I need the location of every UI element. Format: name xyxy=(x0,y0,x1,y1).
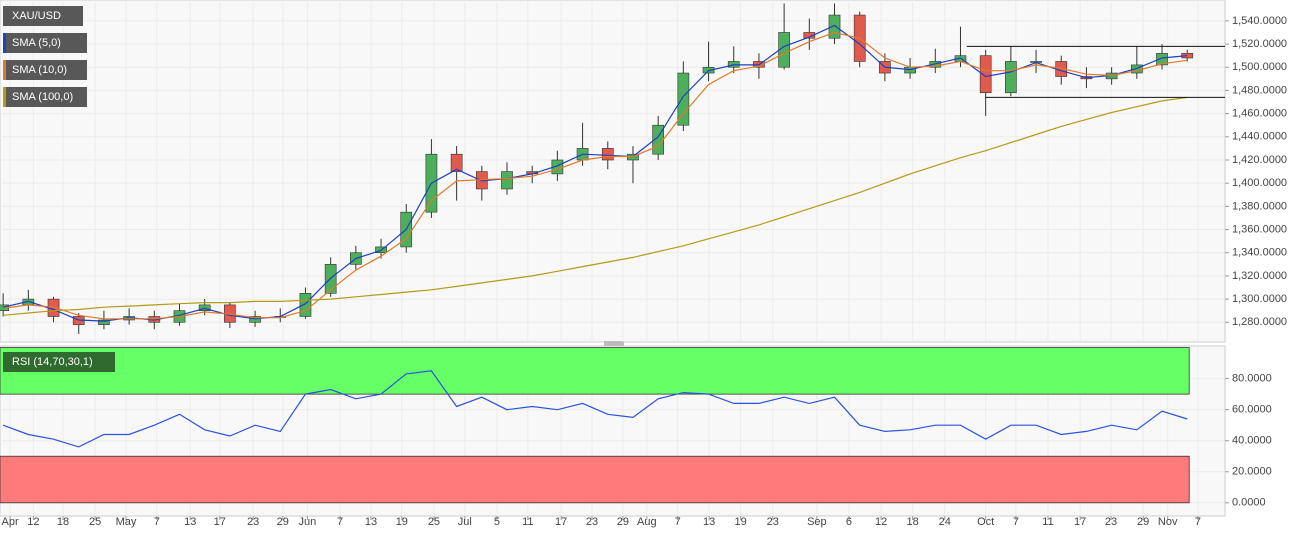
x-tick-label: 29 xyxy=(1137,516,1149,528)
x-tick-label: Sep xyxy=(807,516,827,528)
legend-entry[interactable]: XAU/USD xyxy=(3,6,83,26)
candle-body xyxy=(299,293,312,317)
indicator-line xyxy=(3,96,1188,316)
y-tick-label: 1,280.0000 xyxy=(1232,316,1287,328)
y-tick-label: 1,540.0000 xyxy=(1232,15,1287,27)
legend-entry[interactable]: SMA (5,0) xyxy=(3,33,87,53)
legend-box xyxy=(3,87,87,107)
x-tick-label: 6 xyxy=(846,516,852,528)
candle-body xyxy=(601,148,614,161)
legend-swatch xyxy=(3,87,6,107)
candle-body xyxy=(450,153,463,172)
y-tick-label: 1,480.0000 xyxy=(1232,84,1287,96)
candle-body xyxy=(1005,61,1017,94)
x-tick-label: 7 xyxy=(1013,516,1019,528)
y-tick-label: 1,460.0000 xyxy=(1232,108,1287,120)
legend-label: SMA (10,0) xyxy=(12,64,67,76)
x-tick-label: 23 xyxy=(247,516,259,528)
legend-box xyxy=(3,33,87,53)
candle-body xyxy=(677,72,690,126)
y-tick-label: 1,420.0000 xyxy=(1232,154,1287,166)
legend-entry[interactable]: SMA (100,0) xyxy=(3,87,87,107)
legend-label: RSI (14,70,30,1) xyxy=(12,356,93,368)
y-tick-label: 80.0000 xyxy=(1232,373,1272,385)
x-tick-label: 18 xyxy=(57,516,69,528)
legend-box xyxy=(3,352,115,372)
x-tick-label: Jul xyxy=(458,516,472,528)
legend-box xyxy=(3,60,87,80)
x-tick-label: 13 xyxy=(365,516,377,528)
x-tick-label: 11 xyxy=(522,516,533,528)
x-tick-label: 12 xyxy=(875,516,887,528)
candle-body xyxy=(803,32,816,39)
candle-body xyxy=(98,319,110,325)
x-tick-label: 12 xyxy=(27,516,39,528)
y-tick-label: 1,300.0000 xyxy=(1232,293,1287,305)
y-tick-label: 20.0000 xyxy=(1232,466,1272,478)
y-tick-label: 1,340.0000 xyxy=(1232,247,1287,259)
y-tick-label: 60.0000 xyxy=(1232,404,1272,416)
x-tick-label: 25 xyxy=(89,516,101,528)
x-tick-label: May xyxy=(116,516,137,528)
x-tick-label: 5 xyxy=(494,516,500,528)
candle-body xyxy=(828,14,841,39)
y-tick-label: 1,440.0000 xyxy=(1232,131,1287,143)
x-tick-label: 17 xyxy=(555,516,567,528)
x-tick-label: 23 xyxy=(586,516,598,528)
x-tick-label: 24 xyxy=(939,516,951,528)
legend-swatch xyxy=(3,60,6,80)
indicator-line xyxy=(2,24,1188,322)
candle-body xyxy=(1156,53,1168,66)
x-tick-label: 19 xyxy=(735,516,747,528)
x-tick-label: 17 xyxy=(1074,516,1086,528)
y-tick-label: 40.0000 xyxy=(1232,435,1272,447)
y-tick-label: 1,380.0000 xyxy=(1232,200,1287,212)
indicator-line xyxy=(3,31,1188,320)
x-tick-label: 29 xyxy=(277,516,289,528)
pane-splitter[interactable] xyxy=(604,341,624,346)
y-tick-label: 1,360.0000 xyxy=(1232,223,1287,235)
x-tick-label: Aug xyxy=(637,516,657,528)
x-tick-label: Nov xyxy=(1158,516,1178,528)
legend-label: SMA (5,0) xyxy=(12,37,61,49)
x-tick-label: 25 xyxy=(428,516,440,528)
legend-box xyxy=(3,6,83,26)
legend-entry[interactable]: RSI (14,70,30,1) xyxy=(3,352,115,372)
x-tick-label: 7 xyxy=(154,516,160,528)
x-tick-label: 29 xyxy=(617,516,629,528)
y-tick-label: 1,500.0000 xyxy=(1232,61,1287,73)
y-tick-label: 0.0000 xyxy=(1232,497,1266,509)
y-tick-label: 1,520.0000 xyxy=(1232,38,1287,50)
legend-entry[interactable]: SMA (10,0) xyxy=(3,60,87,80)
legend-label: XAU/USD xyxy=(12,10,61,22)
legend-label: SMA (100,0) xyxy=(12,91,73,103)
price-pane xyxy=(0,0,1226,343)
x-tick-label: 7 xyxy=(1195,516,1201,528)
candle-body xyxy=(501,171,513,190)
x-tick-label: 11 xyxy=(1042,516,1053,528)
rsi-zone xyxy=(0,455,1190,504)
candle-body xyxy=(979,55,992,94)
rsi-zone xyxy=(0,347,1190,395)
indicator-line xyxy=(2,370,1188,448)
x-tick-label: 19 xyxy=(396,516,408,528)
x-tick-label: 13 xyxy=(184,516,196,528)
x-tick-label: Oct xyxy=(977,516,994,528)
x-tick-label: Apr xyxy=(2,516,19,528)
x-tick-label: 23 xyxy=(1105,516,1117,528)
x-tick-label: 23 xyxy=(767,516,779,528)
legend-swatch xyxy=(3,33,6,53)
x-tick-label: 7 xyxy=(675,516,681,528)
x-tick-label: 7 xyxy=(337,516,343,528)
y-tick-label: 1,400.0000 xyxy=(1232,177,1287,189)
x-tick-label: 17 xyxy=(214,516,226,528)
x-tick-label: 13 xyxy=(703,516,715,528)
x-tick-label: 18 xyxy=(906,516,918,528)
x-tick-label: Jun xyxy=(298,516,316,528)
y-tick-label: 1,320.0000 xyxy=(1232,270,1287,282)
